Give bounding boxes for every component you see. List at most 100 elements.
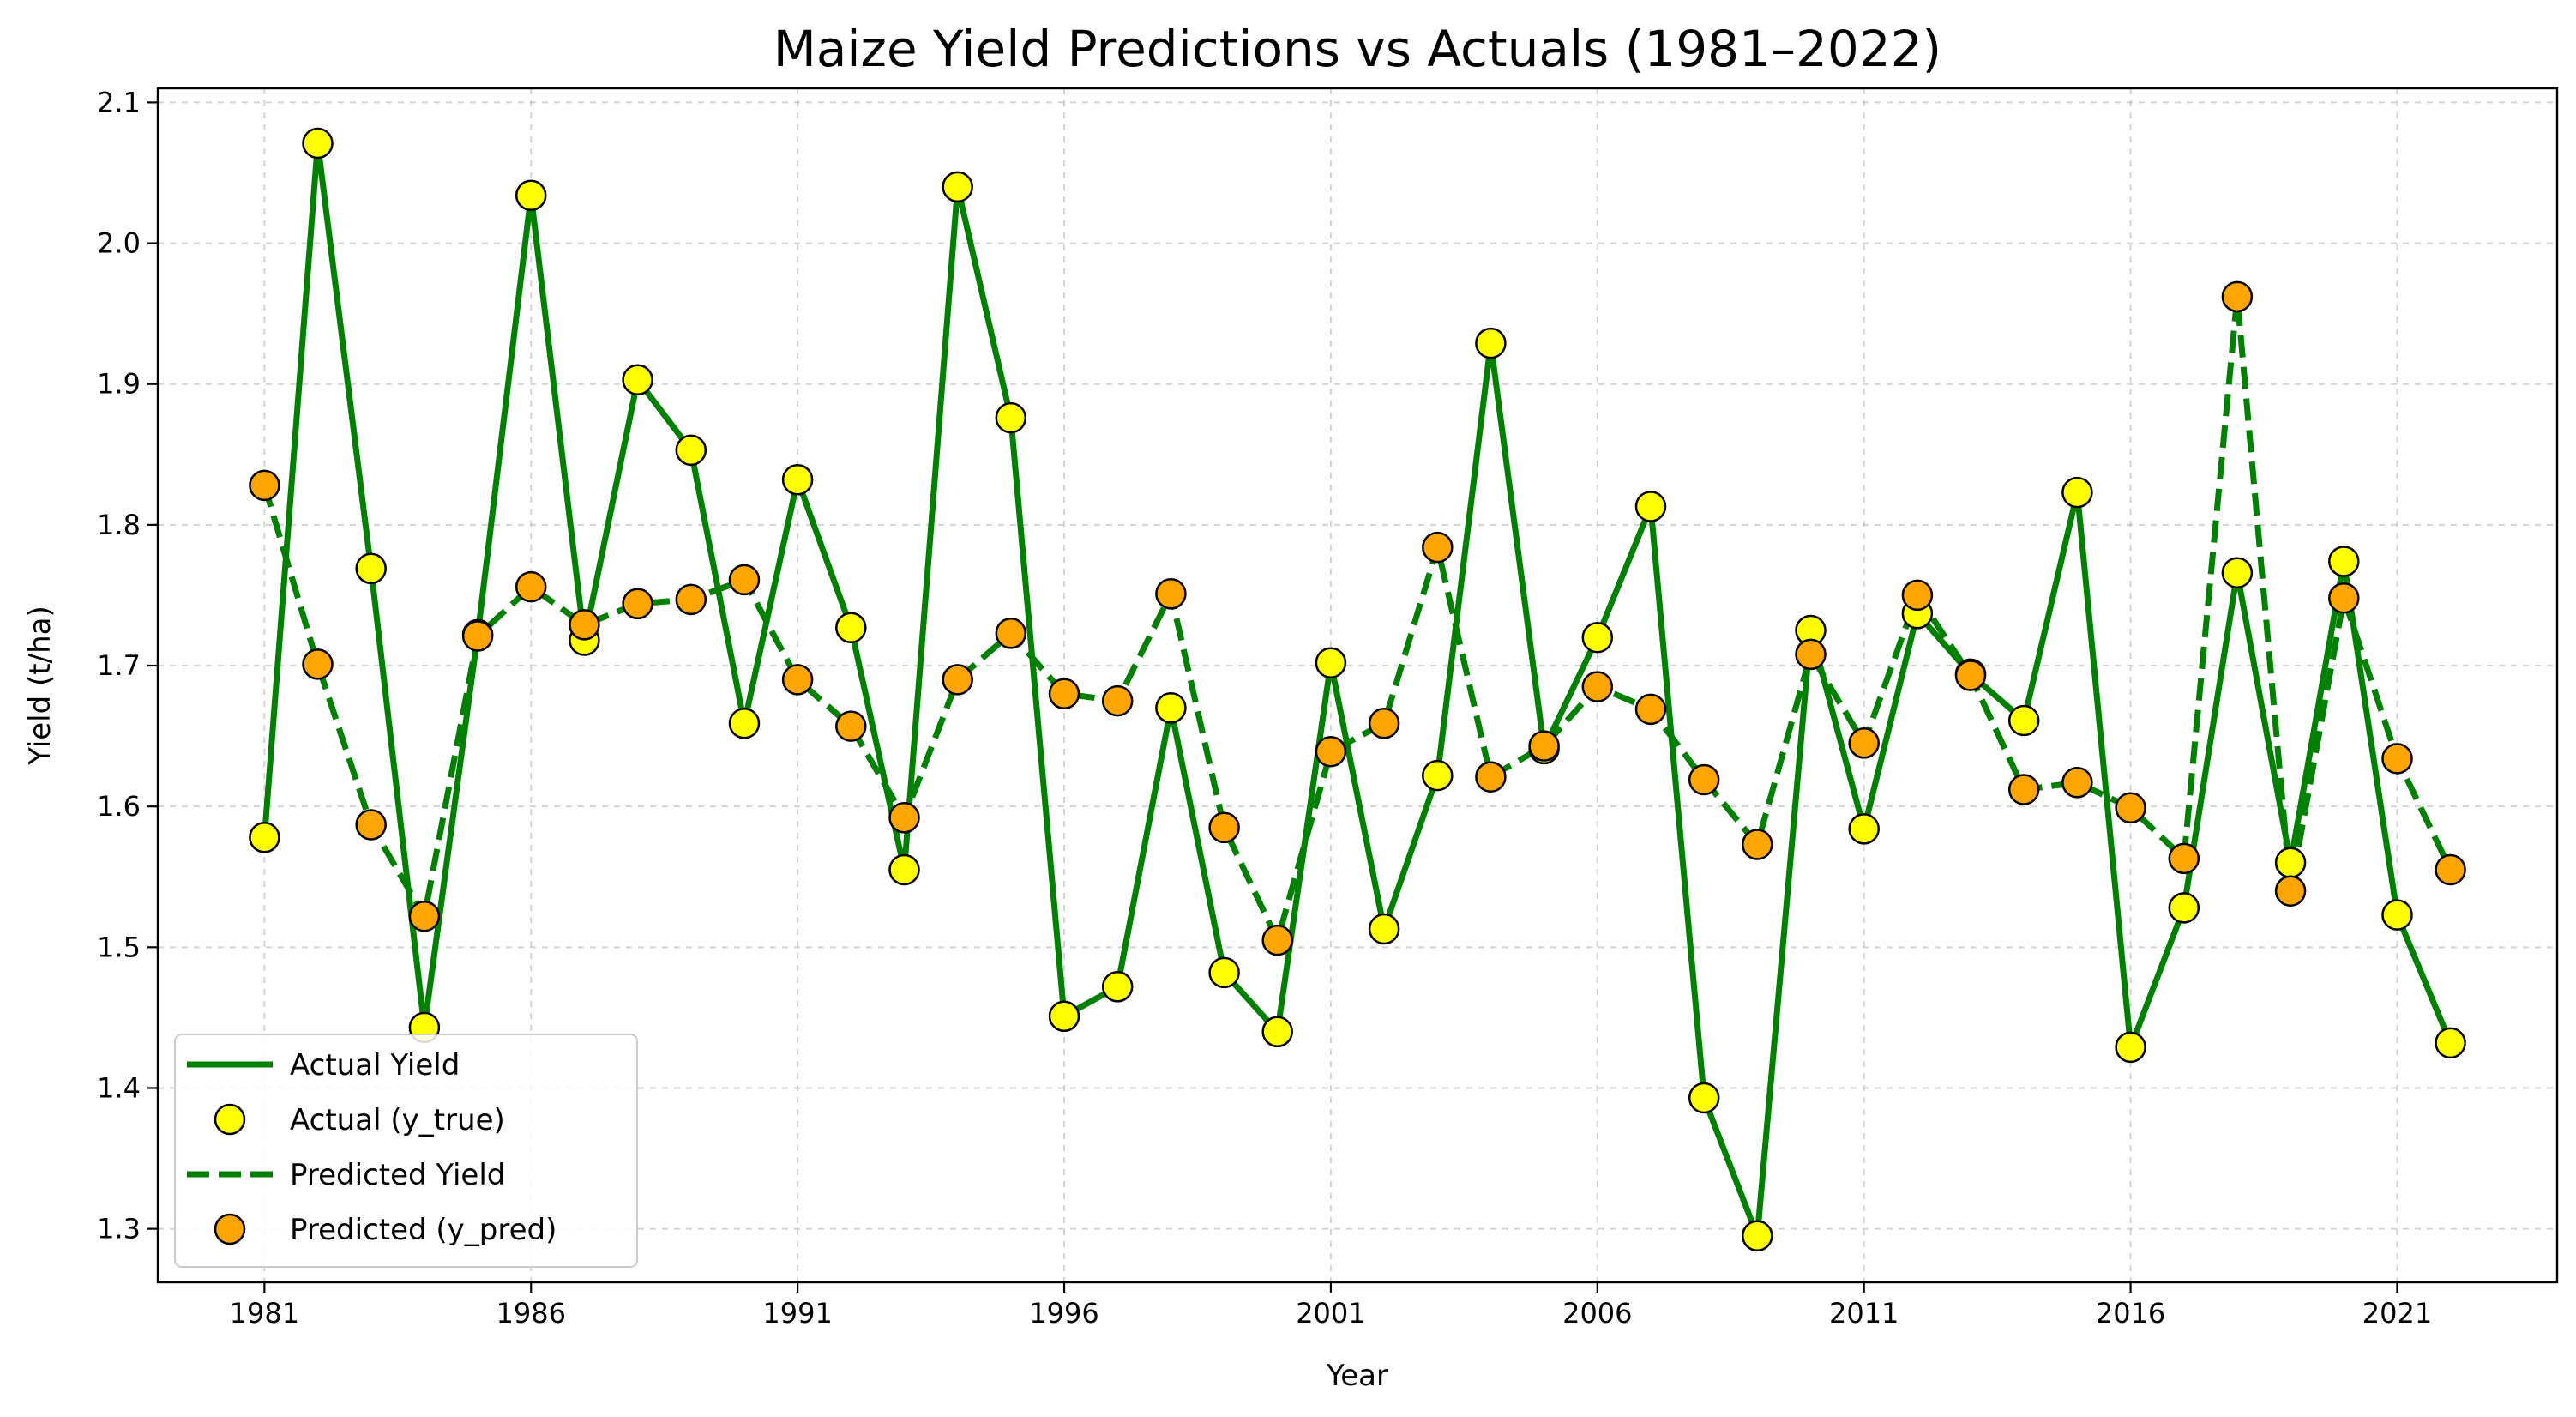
actual-point [942, 171, 973, 203]
actual-point [1422, 759, 1454, 792]
x-tick-label: 1981 [230, 1297, 299, 1330]
actual-point [1475, 327, 1507, 359]
predicted-point [2061, 767, 2093, 799]
y-axis-label: Yield (t/ha) [23, 606, 57, 765]
actual-point [1581, 621, 1614, 654]
predicted-point [1688, 763, 1720, 796]
actual-point [728, 708, 761, 739]
actual-point [781, 464, 814, 496]
actual-point [2381, 899, 2413, 931]
actual-point [1688, 1082, 1720, 1114]
y-tick-label: 2.1 [97, 86, 141, 118]
predicted-point [2435, 853, 2466, 886]
predicted-point [2274, 875, 2307, 907]
actual-point [1155, 692, 1187, 724]
predicted-point [1261, 924, 1293, 956]
legend-predicted-line-label: Predicted Yield [290, 1158, 505, 1192]
predicted-point [461, 620, 494, 652]
predicted-point [1901, 579, 1934, 612]
actual-point [1634, 491, 1667, 522]
legend-actual-line-label: Actual Yield [290, 1048, 460, 1082]
actual-point [622, 364, 653, 396]
predicted-point [1581, 671, 1614, 702]
predicted-point [2381, 743, 2413, 775]
actual-point [2435, 1027, 2466, 1059]
actual-point [888, 853, 920, 886]
actual-point [995, 401, 1027, 434]
predicted-point [1795, 638, 1827, 671]
actual-point [675, 434, 707, 467]
x-tick-label: 2006 [1562, 1297, 1632, 1330]
predicted-point [728, 564, 761, 596]
actual-point [1368, 913, 1400, 945]
y-tick-label: 1.9 [97, 368, 141, 401]
x-axis: 1981 1986 1991 1996 2001 2006 2011 2016 2021 [230, 1282, 2432, 1330]
predicted-point [1634, 693, 1667, 726]
predicted-point [355, 809, 387, 841]
actual-point [2221, 557, 2254, 588]
y-tick-label: 1.7 [97, 649, 141, 682]
predicted-point [1048, 678, 1080, 710]
predicted-point [2221, 280, 2254, 313]
y-tick-label: 2.0 [97, 227, 141, 260]
predicted-point [622, 588, 653, 620]
y-tick-label: 1.3 [97, 1213, 141, 1245]
predicted-point [995, 618, 1027, 649]
predicted-point [1208, 811, 1240, 844]
actual-point [2168, 892, 2200, 924]
legend-predicted-marker-label: Predicted (y_pred) [290, 1213, 557, 1247]
predicted-point [2007, 774, 2040, 805]
y-tick-label: 1.6 [97, 790, 141, 823]
y-tick-label: 1.4 [97, 1071, 141, 1104]
actual-point [2328, 546, 2360, 577]
actual-point [515, 179, 547, 212]
predicted-point [1368, 708, 1400, 739]
predicted-point [1315, 735, 1347, 768]
actual-point [1048, 1000, 1080, 1033]
actual-point [1315, 647, 1347, 678]
actual-point [302, 127, 334, 160]
predicted-point [1848, 727, 1880, 759]
predicted-point [942, 664, 973, 696]
predicted-point [675, 583, 707, 616]
predicted-point [1475, 761, 1507, 793]
predicted-point [302, 648, 334, 680]
predicted-point [835, 710, 867, 742]
predicted-point [888, 802, 920, 834]
y-tick-label: 1.8 [97, 509, 141, 541]
predicted-point [249, 469, 280, 502]
predicted-point [1742, 829, 1773, 860]
actual-point [1742, 1220, 1773, 1252]
x-tick-label: 2011 [1829, 1297, 1899, 1330]
actual-point [1848, 813, 1880, 845]
actual-point [2115, 1031, 2146, 1064]
predicted-point [1422, 531, 1454, 564]
legend-actual-marker [214, 1103, 246, 1136]
predicted-point [2168, 842, 2200, 875]
actual-point [249, 822, 280, 853]
predicted-point [2328, 582, 2360, 614]
predicted-point [1954, 660, 1987, 691]
x-tick-label: 2016 [2096, 1297, 2165, 1330]
x-tick-label: 2001 [1296, 1297, 1365, 1330]
predicted-point [1528, 730, 1560, 762]
actual-yield-line [261, 140, 2453, 1239]
actual-point [2061, 476, 2093, 509]
actual-point [835, 612, 867, 643]
predicted-point [515, 570, 547, 603]
predicted-point [408, 900, 441, 932]
legend-actual-marker-label: Actual (y_true) [290, 1103, 505, 1137]
legend: Actual Yield Actual (y_true) Predicted Y… [174, 1034, 638, 1268]
plot-frame [156, 87, 2559, 1284]
series-layer [249, 127, 2466, 1252]
predicted-point [1155, 578, 1187, 610]
predicted-point [781, 664, 814, 696]
chart-title: Maize Yield Predictions vs Actuals (1981… [773, 20, 1941, 78]
legend-predicted-marker [214, 1213, 246, 1245]
actual-point [2274, 847, 2307, 879]
x-tick-label: 1996 [1029, 1297, 1098, 1330]
actual-point [2007, 704, 2040, 737]
x-tick-label: 1991 [762, 1297, 832, 1330]
predicted-point [569, 609, 600, 641]
